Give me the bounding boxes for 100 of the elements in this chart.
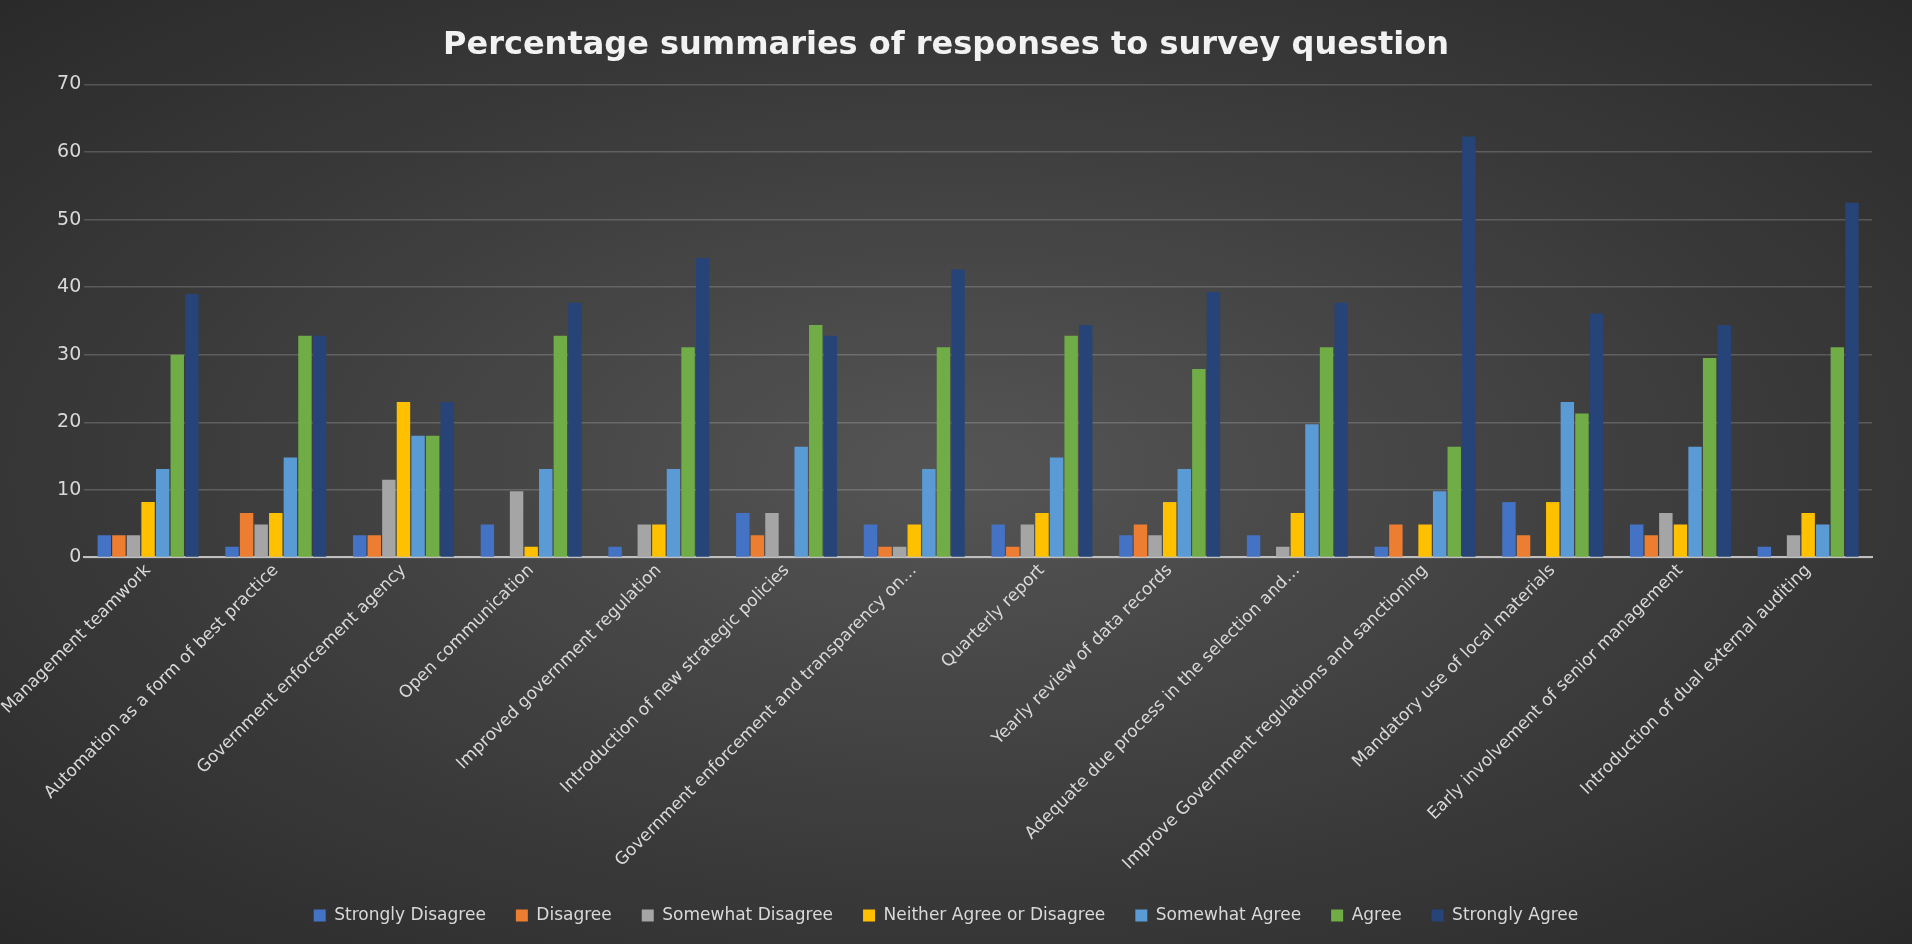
bar	[1064, 335, 1078, 557]
bar	[1049, 457, 1064, 557]
bar	[1575, 413, 1589, 557]
bar	[1688, 446, 1702, 557]
legend-label: Strongly Disagree	[334, 903, 486, 924]
y-tick-label: 70	[57, 71, 82, 94]
bar	[936, 347, 951, 557]
bar	[1177, 468, 1191, 557]
bar	[1447, 446, 1461, 557]
bar	[922, 468, 936, 557]
bar	[1629, 524, 1644, 557]
bar	[1119, 535, 1133, 557]
y-tick-label: 20	[57, 409, 82, 432]
bar	[1516, 535, 1531, 557]
bar	[951, 269, 965, 557]
bar	[1786, 535, 1801, 557]
bar	[298, 335, 312, 557]
legend-label: Somewhat Disagree	[662, 903, 834, 924]
legend-label: Strongly Agree	[1452, 903, 1579, 924]
bar	[1162, 502, 1177, 557]
bar	[440, 402, 454, 557]
bar	[1717, 325, 1731, 557]
bar	[1192, 368, 1206, 557]
bar	[411, 435, 425, 557]
bar	[553, 335, 568, 557]
bar	[750, 535, 765, 557]
y-tick-label: 60	[57, 138, 82, 161]
bar	[1035, 512, 1049, 557]
bar	[425, 435, 440, 557]
y-tick-label: 30	[57, 341, 82, 364]
bar	[283, 457, 298, 557]
bar	[1319, 347, 1334, 557]
bar	[396, 402, 411, 557]
bar	[1334, 302, 1348, 557]
bar	[1560, 402, 1575, 557]
bar	[907, 524, 921, 557]
bar	[1845, 202, 1859, 557]
bar	[170, 354, 184, 557]
bar	[863, 524, 878, 557]
bar	[1589, 313, 1604, 557]
bar	[1830, 347, 1845, 557]
bar	[1276, 546, 1290, 557]
bar	[1462, 136, 1476, 557]
bar	[352, 535, 367, 557]
bar	[1702, 358, 1717, 557]
y-tick-label: 50	[57, 206, 82, 229]
bar	[794, 446, 808, 557]
y-tick-label: 0	[69, 544, 82, 567]
bar	[1546, 502, 1560, 557]
bar	[1432, 491, 1447, 557]
bar	[1020, 524, 1035, 557]
bar	[652, 524, 666, 557]
bar	[1673, 524, 1688, 557]
bar	[1816, 524, 1830, 557]
bar	[480, 524, 495, 557]
bar	[312, 335, 327, 557]
bar	[1305, 424, 1319, 557]
bar	[637, 524, 651, 557]
bar	[524, 546, 538, 557]
bar	[681, 347, 695, 557]
bar	[112, 535, 126, 557]
bar	[991, 524, 1005, 557]
bar	[185, 293, 199, 557]
bar	[269, 512, 283, 557]
bar	[1006, 546, 1020, 557]
bar	[382, 479, 396, 557]
legend-label: Neither Agree or Disagree	[883, 903, 1106, 924]
bar	[1290, 512, 1305, 557]
y-tick-label: 10	[57, 476, 82, 499]
bar	[1389, 524, 1403, 557]
bar	[1133, 524, 1148, 557]
bar	[239, 512, 254, 557]
bar	[1418, 524, 1432, 557]
bar	[666, 468, 681, 557]
bar	[97, 535, 111, 557]
bar	[225, 546, 239, 557]
bar	[568, 302, 582, 557]
bar	[1374, 546, 1388, 557]
bar	[1757, 546, 1772, 557]
bar	[1644, 535, 1658, 557]
bar	[809, 325, 823, 557]
bar	[1206, 291, 1221, 557]
bar	[126, 535, 141, 557]
bar	[1659, 512, 1673, 557]
y-tick-label: 40	[57, 274, 82, 297]
bar	[367, 535, 381, 557]
bar	[155, 468, 170, 557]
bar	[509, 491, 524, 557]
chart-title: Percentage summaries of responses to survey question	[442, 23, 1450, 62]
bar	[1148, 535, 1162, 557]
bar	[1801, 512, 1815, 557]
bar	[1502, 502, 1516, 557]
bar	[736, 512, 750, 557]
bar	[695, 258, 710, 557]
bar	[878, 546, 892, 557]
bar	[1079, 325, 1093, 557]
bar	[823, 335, 838, 557]
bar	[539, 468, 553, 557]
bar	[254, 524, 268, 557]
legend-label: Agree	[1351, 903, 1402, 924]
